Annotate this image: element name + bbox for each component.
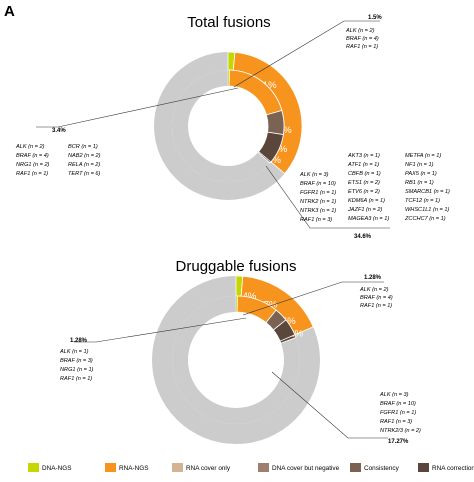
annotation-value: 1.28%: [70, 338, 88, 344]
legend: DNA-NGS RNA-NGS RNA cover only DNA cover bu…: [28, 463, 474, 472]
gene-label: WHSC1L1 (n = 1): [405, 207, 449, 213]
legend-swatch: [258, 463, 269, 472]
gene-label: BRAF (n = 10): [300, 181, 336, 187]
leader-lines-total: [36, 20, 390, 229]
gene-label: NTRK2/3 (n = 2): [380, 428, 421, 434]
gene-label: NRG1 (n = 2): [16, 162, 50, 168]
annotation-value: 34.6%: [354, 234, 372, 240]
gene-label: RELA (n = 2): [68, 162, 100, 168]
gene-label: NTRK3 (n = 1): [300, 208, 336, 214]
gene-label: PAX5 (n = 1): [405, 171, 437, 177]
annotation-value: 3.4%: [52, 128, 66, 134]
legend-swatch: [350, 463, 361, 472]
gene-label: RAF1 (n = 1): [60, 376, 92, 382]
gene-label: TERT (n = 6): [68, 171, 101, 177]
gene-label: AKT3 (n = 1): [347, 153, 380, 159]
gene-label: BCR (n = 1): [68, 144, 98, 150]
legend-swatch: [28, 463, 39, 472]
gene-label: RAF1 (n = 1): [346, 44, 378, 50]
gene-label: FGFR1 (n = 1): [380, 410, 416, 416]
legend-swatch: [418, 463, 429, 472]
panel-letter: A: [4, 3, 15, 20]
slice-label: 7%: [264, 299, 278, 310]
legend-swatch: [105, 463, 116, 472]
legend-label: DNA-NGS: [42, 465, 71, 472]
chart-title-druggable: Druggable fusions: [176, 258, 297, 275]
slice-label: 4%: [273, 144, 287, 155]
slice-label: 5%: [282, 316, 296, 327]
gene-label: JAZF1 (n = 2): [347, 207, 382, 213]
innermost-slice-dna-ngs: [235, 295, 238, 313]
gene-label: ETS1 (n = 2): [348, 180, 380, 186]
gene-label: SMARCB1 (n = 1): [405, 189, 450, 195]
gene-label: MAGEA3 (n = 1): [348, 216, 389, 222]
slice-label: 21%: [258, 80, 278, 91]
donut-total-fusions: 21% 7% 4%3%: [154, 51, 303, 200]
gene-label: NTRK2 (n = 1): [300, 199, 336, 205]
leader-lines-druggable: [74, 281, 388, 439]
annotation-value: 1.28%: [364, 275, 382, 281]
innermost-slice-consistency: [265, 109, 285, 136]
gene-label: METFA (n = 1): [405, 153, 441, 159]
slice-label: 4%: [243, 291, 257, 302]
slice-label: 3%: [267, 155, 281, 166]
gene-label: NF1 (n = 1): [405, 162, 434, 168]
gene-label: NAB2 (n = 2): [68, 153, 101, 159]
gene-label: ALK (n = 3): [379, 392, 409, 398]
gene-label: RAF1 (n = 1): [16, 171, 48, 177]
donut-druggable-fusions: 4% 7% 5%2%: [152, 275, 320, 444]
gene-label: RAF1 (n = 1): [360, 303, 392, 309]
innermost-slice-rna-correction: [258, 131, 284, 163]
gene-label: ALK (n = 2): [15, 144, 45, 150]
chart-title-total: Total fusions: [187, 14, 270, 31]
annotation-value: 1.5%: [368, 15, 382, 21]
gene-label: ETV6 (n = 2): [348, 189, 380, 195]
gene-label: ALK (n = 1): [59, 349, 89, 355]
legend-label: RNA correction: [432, 465, 474, 472]
gene-label: BRAF (n = 4): [346, 36, 379, 42]
gene-label: KDM6A (n = 1): [348, 198, 385, 204]
gene-label: RAF1 (n = 3): [300, 217, 332, 223]
gene-label: BRAF (n = 3): [60, 358, 93, 364]
legend-label: RNA-NGS: [119, 465, 148, 472]
legend-label: RNA cover only: [186, 465, 231, 472]
slice-label: 7%: [278, 125, 292, 136]
slice-label: 2%: [289, 328, 303, 339]
annotation-value: 17.27%: [388, 439, 409, 445]
innermost-slice-dna-ngs: [227, 69, 230, 87]
gene-label: BRAF (n = 10): [380, 401, 416, 407]
legend-label: Consistency: [364, 465, 400, 472]
gene-label: BRAF (n = 4): [360, 295, 393, 301]
gene-label: NRG1 (n = 1): [60, 367, 94, 373]
gene-label: ALK (n = 2): [345, 28, 375, 34]
legend-label: DNA cover but negative: [272, 465, 340, 472]
gene-label: ATF1 (n = 1): [347, 162, 379, 168]
legend-swatch: [172, 463, 183, 472]
gene-label: BRAF (n = 4): [16, 153, 49, 159]
gene-label: TCF12 (n = 1): [405, 198, 440, 204]
gene-label: RAF1 (n = 3): [380, 419, 412, 425]
gene-label: RB1 (n = 1): [405, 180, 434, 186]
gene-label: ALK (n = 2): [359, 287, 389, 293]
gene-label: ZCCHC7 (n = 1): [404, 216, 446, 222]
innermost-slice-rna-correction: [272, 319, 296, 342]
gene-label: FGFR1 (n = 1): [300, 190, 336, 196]
gene-label: CBFB (n = 1): [348, 171, 381, 177]
gene-label: ALK (n = 3): [299, 172, 329, 178]
